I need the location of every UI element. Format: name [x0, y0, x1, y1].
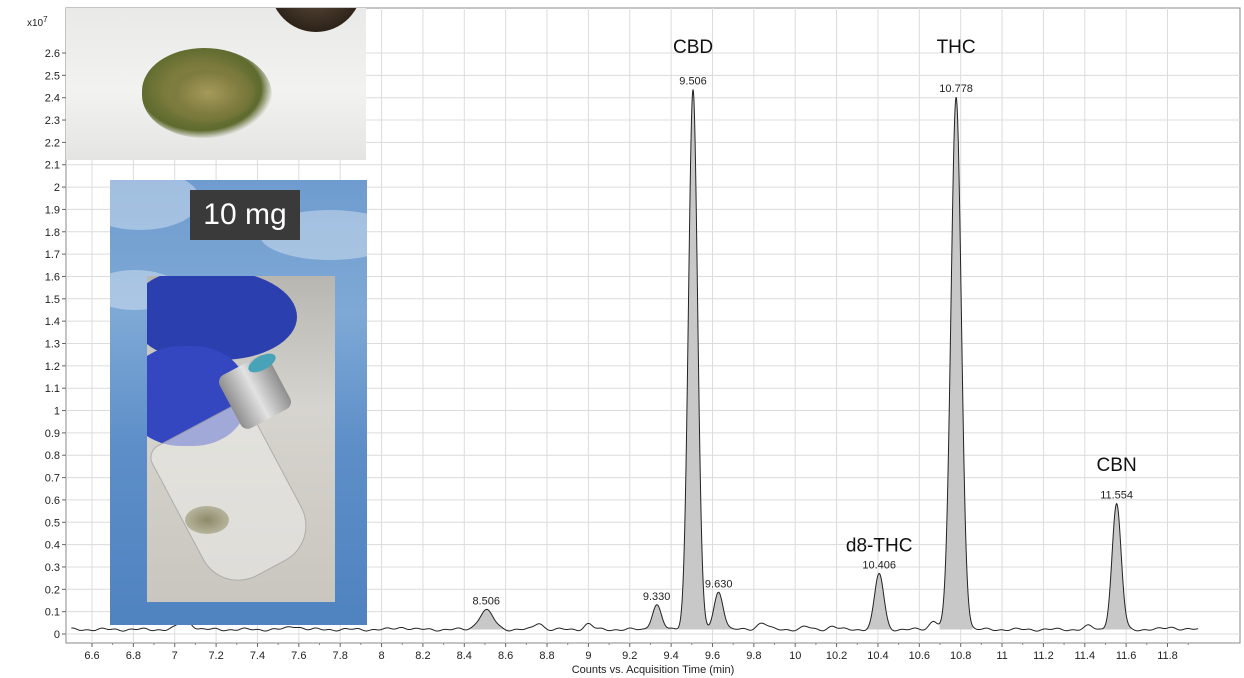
x-tick-label: 9 [585, 650, 591, 662]
y-exponent-label: x107 [27, 15, 48, 29]
y-tick-label: 2 [54, 182, 60, 194]
y-tick-label: 0.4 [45, 540, 60, 552]
x-tick-label: 8.4 [457, 650, 472, 662]
peak-rt-label: 9.506 [679, 75, 707, 87]
y-tick-label: 0.3 [45, 562, 60, 574]
x-tick-label: 6.8 [126, 650, 141, 662]
compound-label: CBN [1097, 455, 1137, 476]
x-tick-label: 9.8 [746, 650, 761, 662]
y-tick-label: 2.5 [45, 70, 60, 82]
compound-labels: CBD THC d8-THC CBN [673, 37, 1137, 556]
x-tick-label: 11.4 [1074, 650, 1095, 662]
x-tick-label: 7 [172, 650, 178, 662]
y-tick-label: 0.5 [45, 517, 60, 529]
y-tick-label: 1.6 [45, 271, 60, 283]
x-tick-label: 10.8 [950, 650, 971, 662]
x-tick-label: 9.4 [663, 650, 678, 662]
y-tick-label: 1.2 [45, 361, 60, 373]
y-tick-label: 0 [54, 629, 60, 641]
y-tick-label: 2.1 [45, 160, 60, 172]
chromatogram-trace [71, 89, 1199, 632]
y-tick-label: 1.9 [45, 204, 60, 216]
peak-labels: 8.506 9.330 9.506 9.630 10.406 10.778 11.554 [472, 75, 1133, 607]
peak-rt-label: 8.506 [472, 595, 500, 607]
x-axis-ticks: 6.6 6.8 7 7.2 7.4 7.6 7.8 8 8.2 8.4 8.6 8.8 9 9.2 9.4 9… [84, 643, 1189, 662]
x-tick-label: 9.6 [705, 650, 720, 662]
y-tick-label: 2.2 [45, 137, 60, 149]
y-tick-label: 2.4 [45, 93, 60, 105]
peak-rt-label: 11.554 [1100, 490, 1133, 502]
peak-rt-label: 9.630 [705, 578, 733, 590]
x-tick-label: 7.4 [250, 650, 265, 662]
y-tick-label: 0.6 [45, 495, 60, 507]
sample-vial-photo-inset: 10 mg [110, 180, 367, 625]
x-tick-label: 8.6 [498, 650, 513, 662]
y-tick-label: 0.8 [45, 450, 60, 462]
peak-rt-label: 9.330 [643, 591, 671, 603]
y-tick-label: 1.3 [45, 339, 60, 351]
compound-label: THC [937, 37, 976, 58]
jar-image [270, 8, 362, 32]
x-tick-label: 10 [789, 650, 801, 662]
vial-photo [147, 276, 335, 602]
x-tick-label: 10.6 [909, 650, 930, 662]
peak-rt-label: 10.778 [939, 83, 973, 95]
chromatogram-line [71, 89, 1199, 632]
x-tick-label: 8 [378, 650, 384, 662]
x-axis-title: Counts vs. Acquisition Time (min) [572, 664, 735, 676]
cloud-shape [110, 180, 200, 230]
y-tick-label: 0.2 [45, 584, 60, 596]
compound-label: CBD [673, 37, 713, 58]
y-tick-label: 1.7 [45, 249, 60, 261]
sample-powder-image [185, 506, 229, 534]
y-tick-label: 2.6 [45, 48, 60, 60]
x-tick-label: 9.2 [622, 650, 637, 662]
y-tick-label: 1.8 [45, 227, 60, 239]
plant-material-highlight [161, 63, 256, 123]
x-tick-label: 7.8 [333, 650, 348, 662]
y-tick-label: 0.1 [45, 607, 60, 619]
y-tick-label: 1.1 [45, 383, 60, 395]
x-tick-label: 6.6 [84, 650, 99, 662]
y-tick-label: 0.7 [45, 473, 60, 485]
cannabis-photo-inset [66, 8, 366, 160]
x-tick-label: 11.2 [1033, 650, 1054, 662]
y-tick-label: 0.9 [45, 428, 60, 440]
x-tick-label: 7.2 [208, 650, 223, 662]
x-tick-label: 10.2 [826, 650, 847, 662]
x-tick-label: 8.2 [415, 650, 430, 662]
x-tick-label: 7.6 [291, 650, 306, 662]
x-tick-label: 8.8 [539, 650, 554, 662]
x-tick-label: 11.8 [1157, 650, 1178, 662]
y-tick-label: 1 [54, 406, 60, 418]
y-axis-ticks: 0 0.1 0.2 0.3 0.4 0.5 0.6 0.7 0.8 0.9 1 1.1 1.2 1.3 1.… [45, 48, 66, 641]
peak-area [864, 573, 894, 631]
y-tick-label: 1.4 [45, 316, 60, 328]
peak-area [463, 609, 510, 631]
y-tick-label: 1.5 [45, 294, 60, 306]
sample-mass-badge: 10 mg [190, 190, 300, 240]
x-tick-label: 10.4 [867, 650, 888, 662]
peak-rt-label: 10.406 [862, 559, 896, 571]
compound-label: d8-THC [846, 535, 913, 556]
x-tick-label: 11 [996, 650, 1007, 662]
y-tick-label: 2.3 [45, 115, 60, 127]
x-tick-label: 11.6 [1116, 650, 1137, 662]
